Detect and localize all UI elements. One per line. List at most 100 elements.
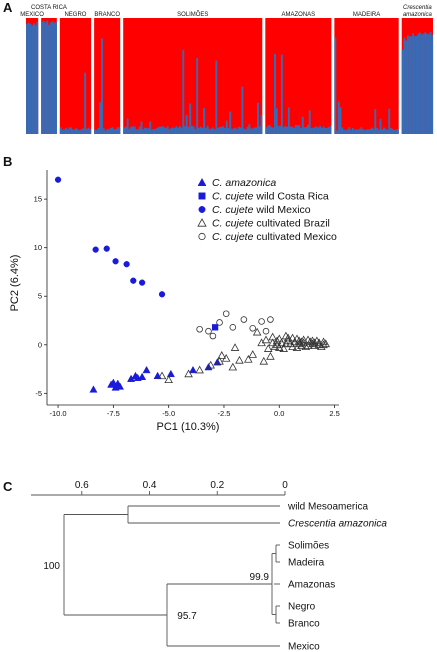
admixture-bar: [66, 129, 69, 134]
admixture-bar: [279, 125, 282, 134]
admixture-bar: [173, 128, 176, 134]
admixture-bar: [251, 128, 254, 134]
admixture-bar: [32, 23, 35, 134]
pca-point: [321, 339, 331, 348]
admixture-group-label: amazonica: [403, 12, 433, 18]
pca-point: [259, 356, 269, 365]
tree-leaf-label: Branco: [288, 619, 320, 630]
admixture-bar: [82, 128, 85, 134]
admixture-bar: [244, 129, 247, 134]
panel-letter-a: A: [3, 0, 13, 15]
admixture-bar: [277, 126, 280, 134]
admixture-group-background: [94, 18, 121, 134]
legend-entry-species: C. cujete: [212, 204, 254, 216]
pca-point: [283, 333, 293, 342]
admixture-bar: [142, 129, 145, 134]
pca-y-tick-label: 10: [34, 243, 42, 252]
bootstrap-value: 95.7: [177, 611, 197, 622]
pca-point: [267, 316, 274, 323]
admixture-bar: [384, 128, 387, 134]
admixture-bar: [215, 60, 218, 134]
admixture-bar: [268, 124, 271, 134]
admixture-bar: [260, 115, 263, 134]
admixture-bar: [111, 127, 114, 134]
admixture-bar: [419, 32, 421, 134]
legend-entry-label: C. cujete cultivated Brazil: [212, 218, 330, 230]
admixture-bar: [211, 127, 214, 134]
admixture-bar: [26, 24, 28, 135]
panel-letter-c: C: [3, 479, 13, 494]
admixture-bar: [168, 129, 171, 134]
admixture-bar: [116, 127, 119, 134]
admixture-bar: [170, 128, 173, 134]
pca-point: [196, 325, 203, 333]
bootstrap-value: 99.9: [250, 572, 270, 583]
admixture-bar: [360, 127, 363, 134]
legend-entry-species: C. cujete: [212, 231, 254, 243]
admixture-bar: [217, 128, 219, 134]
admixture-bar: [152, 129, 155, 134]
admixture-bar: [239, 127, 242, 134]
admixture-bar: [208, 128, 211, 134]
admixture-bar: [408, 36, 411, 135]
admixture-bar: [34, 25, 37, 135]
admixture-bar: [156, 127, 159, 134]
admixture-bar: [280, 54, 283, 134]
admixture-bar: [227, 127, 230, 134]
pca-point: [229, 324, 237, 331]
legend-marker: [198, 206, 206, 213]
admixture-bar: [363, 130, 366, 134]
admixture-bar: [317, 127, 320, 134]
pca-point: [240, 316, 248, 323]
admixture-bar: [275, 108, 278, 134]
admixture-bar: [417, 33, 420, 134]
pca-point: [209, 332, 217, 340]
admixture-bar: [379, 118, 382, 134]
pca-point: [235, 355, 244, 364]
admixture-bar: [377, 129, 380, 134]
legend-marker: [197, 177, 207, 186]
pca-point: [130, 277, 137, 284]
admixture-group-background: [334, 18, 399, 134]
pca-point: [103, 245, 110, 252]
pca-point: [258, 318, 265, 325]
admixture-bar: [70, 127, 73, 134]
admixture-bar: [151, 129, 153, 134]
admixture-bar: [413, 36, 416, 134]
legend-entry-species: C. amazonica: [212, 177, 276, 189]
pca-point: [252, 327, 262, 336]
admixture-bar: [161, 126, 164, 134]
pca-scatterplot: -10.0 -7.5 -5.0 -2.5 0.0 2.5 -5 0 5 10 15 PC1 (10.…: [9, 170, 340, 433]
admixture-bar: [206, 125, 209, 134]
pca-point: [216, 319, 223, 326]
admixture-bar: [362, 129, 365, 134]
admixture-bar: [224, 127, 226, 134]
admixture-bar: [401, 49, 404, 135]
admixture-bar: [308, 110, 311, 134]
pca-point: [292, 334, 302, 343]
admixture-bar: [265, 127, 268, 134]
pca-point: [262, 327, 270, 335]
admixture-bar: [422, 33, 425, 134]
pca-point: [195, 365, 204, 374]
admixture-bar: [187, 126, 190, 134]
admixture-bar: [406, 35, 409, 134]
admixture-bar: [203, 107, 206, 134]
admixture-bar: [383, 127, 385, 134]
admixture-bar: [63, 129, 66, 134]
admixture-bar: [144, 127, 146, 134]
admixture-bar: [109, 127, 112, 134]
admixture-bar: [415, 35, 418, 134]
pca-point: [217, 351, 227, 359]
admixture-bar: [336, 130, 338, 134]
pca-point: [166, 369, 175, 378]
tree-scale-tick-label: 0.2: [210, 480, 224, 491]
tree-leaf-label: wild Mesoamerica: [287, 502, 368, 513]
admixture-bar: [85, 128, 88, 134]
admixture-bar: [353, 129, 356, 134]
legend-entry-detail: wild Mexico: [253, 204, 310, 216]
pca-point: [301, 342, 311, 351]
pca-point: [164, 375, 173, 384]
admixture-bar: [131, 126, 134, 134]
